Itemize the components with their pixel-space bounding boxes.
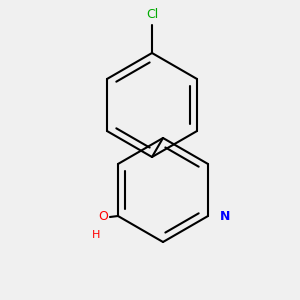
Text: O: O — [98, 209, 108, 223]
Text: N: N — [220, 209, 230, 223]
Text: Cl: Cl — [146, 8, 158, 21]
Text: H: H — [92, 230, 100, 240]
